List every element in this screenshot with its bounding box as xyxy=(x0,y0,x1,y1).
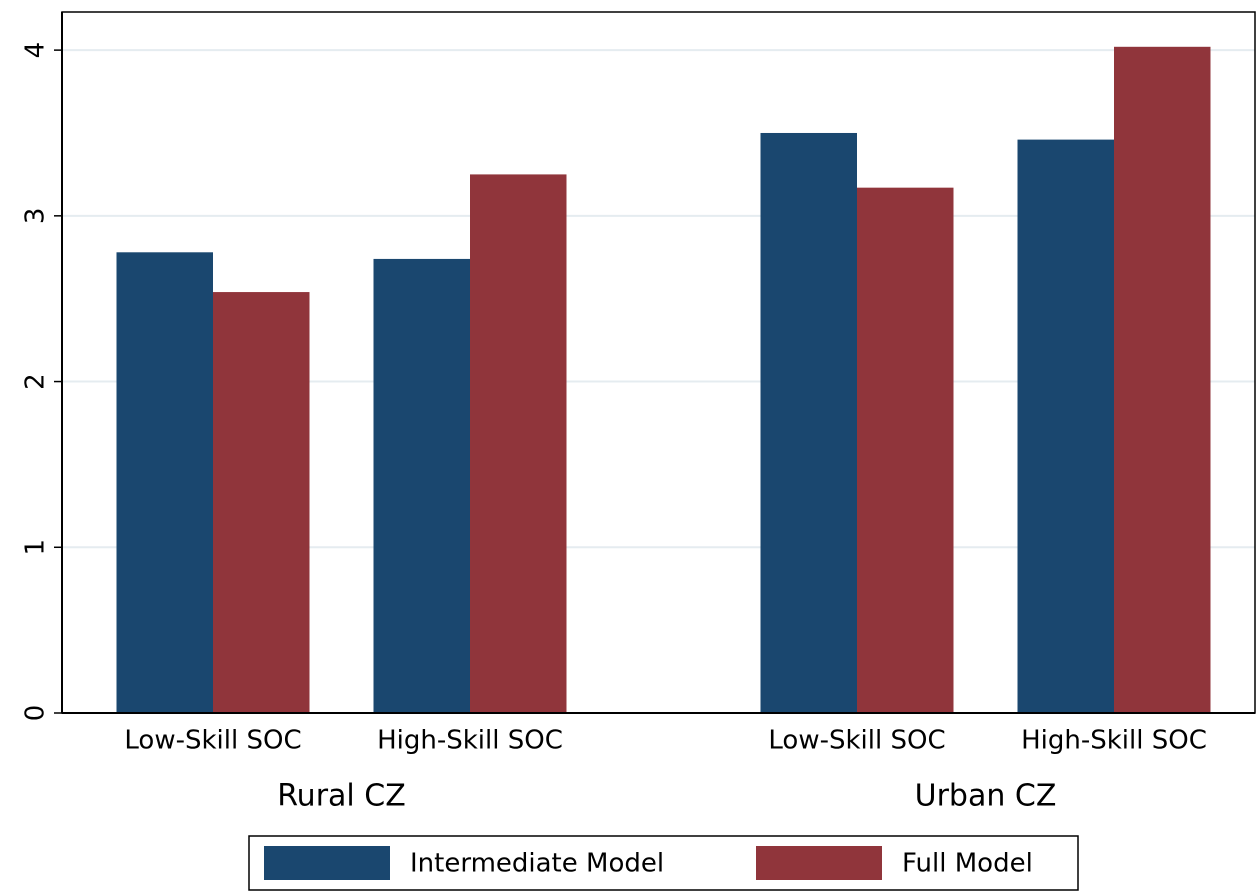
y-tick-label: 2 xyxy=(21,373,51,390)
x-tick-label: Low-Skill SOC xyxy=(768,726,945,756)
bar xyxy=(1017,139,1114,713)
group-label: Rural CZ xyxy=(277,779,406,814)
x-tick-label: High-Skill SOC xyxy=(377,726,563,756)
bar xyxy=(470,174,567,713)
legend-swatch xyxy=(264,846,390,880)
bar xyxy=(373,258,470,713)
y-tick-label: 0 xyxy=(21,705,51,722)
bar xyxy=(760,132,857,713)
group-label: Urban CZ xyxy=(915,779,1057,814)
x-tick-label: High-Skill SOC xyxy=(1021,726,1207,756)
x-tick-label: Low-Skill SOC xyxy=(124,726,301,756)
legend-label: Intermediate Model xyxy=(410,849,664,879)
bar xyxy=(213,292,310,713)
y-tick-label: 1 xyxy=(21,539,51,556)
y-tick-label: 4 xyxy=(21,42,51,59)
bar xyxy=(857,187,954,713)
bar xyxy=(1114,46,1211,714)
y-tick-label: 3 xyxy=(21,208,51,225)
legend-label: Full Model xyxy=(902,849,1033,879)
bar xyxy=(116,252,213,713)
legend-swatch xyxy=(756,846,882,880)
